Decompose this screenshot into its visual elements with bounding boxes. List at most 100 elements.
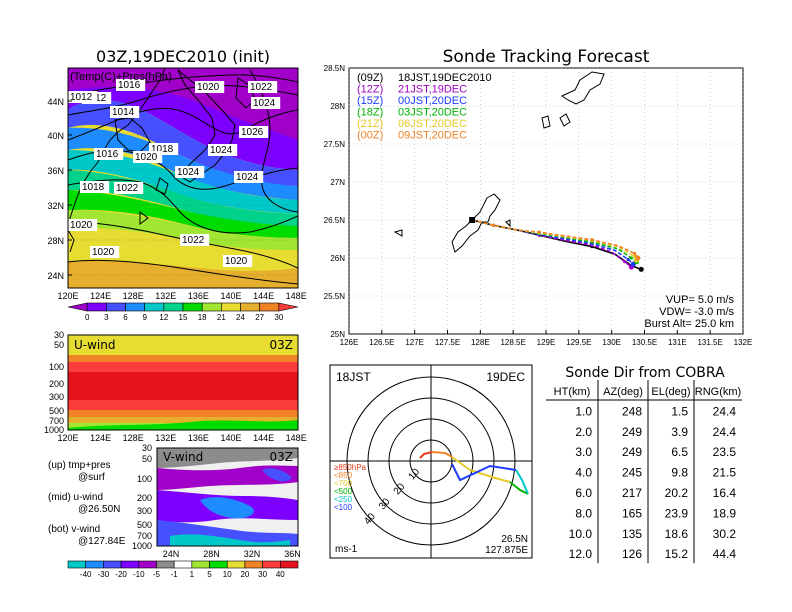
table-cell: 16.4 [713, 486, 737, 500]
uwind-x-tick: 148E [286, 433, 307, 443]
table-cell: 245 [622, 466, 642, 480]
isobar-label: 1020 [225, 256, 248, 267]
track-series-line [471, 219, 638, 263]
isobar-label-bg [223, 255, 253, 267]
track-islands [393, 71, 605, 253]
track-point [633, 251, 637, 256]
table-header: HT(km) [554, 386, 591, 398]
vwind-time: 03Z [270, 450, 294, 464]
isobar-label: 1012 [70, 92, 93, 103]
track-end-point [638, 266, 644, 272]
note-up-2: @surf [78, 472, 105, 483]
map-lat-axis: 44N 40N 36N 32N 28N 24N [47, 97, 72, 281]
note-mid-1: (mid) u-wind [48, 492, 103, 503]
hodograph-segment [509, 481, 529, 495]
track-lat-tick: 26.5N [324, 216, 346, 225]
isobar-label: 1022 [182, 235, 205, 246]
map-colorbar: 0 3 6 9 12 15 18 21 24 27 30 [67, 302, 299, 322]
vwind-colorbar-label: -10 [133, 570, 145, 579]
track-legend-time-z: (12Z) [357, 84, 383, 96]
isobar-label-bg [68, 91, 98, 103]
track-legend-time-jst: 06JST,20DEC [398, 118, 467, 130]
map-lon-axis: 120E 124E 128E 132E 136E 140E 144E 148E [57, 291, 306, 301]
uwind-y-tick: 1000 [44, 425, 64, 435]
isobar-label-bg [208, 144, 238, 156]
vwind-colorbar-label: -5 [153, 570, 161, 579]
track-legend-time-z: (09Z) [357, 72, 383, 84]
map-lon-tick: 144E [253, 291, 274, 301]
table-cell: 249 [622, 445, 642, 459]
vwind-y-tick: 50 [142, 454, 152, 464]
colorbar-cell [182, 302, 203, 312]
vwind-x-tick: 32N [244, 549, 261, 559]
colorbar-label: 24 [236, 313, 245, 322]
vwind-x-tick: 28N [203, 549, 220, 559]
isobar-label-bg [114, 182, 144, 194]
colorbar-cell [163, 302, 184, 312]
vwind-y-tick: 700 [137, 531, 152, 541]
table-cell: 1.0 [575, 404, 592, 418]
uwind-x-tick: 144E [253, 433, 274, 443]
table-cell: 23.5 [713, 445, 737, 459]
table-cell: 15.2 [665, 547, 689, 561]
vwind-colorbar-cell [173, 560, 193, 569]
vwind-y-tick: 200 [137, 493, 152, 503]
vwind-x-axis: 24N 28N 32N 36N [163, 549, 301, 559]
table-header: AZ(deg) [603, 386, 643, 398]
isobar-label: 1024 [210, 145, 233, 156]
hodograph-path [419, 451, 529, 495]
vwind-y-tick: 500 [137, 520, 152, 530]
map-lon-tick: 140E [220, 291, 241, 301]
polar-lon: 127.875E [485, 545, 528, 556]
map-inset-label: (Temp(C)+Pres(hPa) [70, 71, 172, 83]
track-lon-tick: 128E [471, 338, 490, 347]
track-lat-tick: 25N [330, 330, 345, 339]
colorbar-cell [278, 302, 299, 312]
table-cell: 3.9 [671, 425, 688, 439]
vwind-colorbar-label: 10 [223, 570, 232, 579]
table-header: EL(deg) [651, 386, 690, 398]
isobar-label-bg [251, 97, 281, 109]
colorbar-cell [240, 302, 260, 312]
polar-level-label: <500 [334, 487, 353, 496]
track-burst: Burst Alt= 25.0 km [644, 318, 734, 330]
vwind-y-tick: 100 [137, 474, 152, 484]
track-point [629, 256, 633, 260]
isobar-label-bg [175, 166, 205, 178]
uwind-x-tick: 140E [220, 433, 241, 443]
isobar-label: 1020 [197, 82, 220, 93]
track-lines [469, 217, 644, 272]
track-lon-tick: 128.5E [500, 338, 525, 347]
uwind-y-tick: 700 [49, 416, 64, 426]
hodograph-segment [451, 456, 511, 483]
table-cell: 3.0 [575, 445, 592, 459]
track-series-line [471, 219, 634, 265]
track-lat-axis: 28.5N 28N 27.5N 27N 26.5N 26N 25.5N 25N [324, 64, 346, 339]
vwind-x-tick: 24N [163, 549, 180, 559]
track-lon-tick: 127.5E [435, 338, 460, 347]
colorbar-label: 21 [217, 313, 226, 322]
vwind-colorbar-cell [156, 560, 175, 569]
vwind-colorbar-cell [280, 560, 299, 569]
track-vdw: VDW= -3.0 m/s [659, 306, 734, 318]
track-point [537, 230, 542, 234]
table-cell: 23.9 [665, 506, 689, 520]
hodograph-segment [451, 463, 517, 482]
map-lon-tick: 136E [188, 291, 209, 301]
table-cell: 30.2 [713, 527, 737, 541]
vwind-colorbar-label: 5 [207, 570, 212, 579]
track-lat-tick: 26N [330, 254, 345, 263]
colorbar-label: 18 [198, 313, 207, 322]
vwind-colorbar-cell [120, 560, 140, 569]
table-cell: 217 [622, 486, 642, 500]
track-lon-tick: 126E [340, 338, 359, 347]
uwind-time: 03Z [270, 338, 294, 352]
table-header: RNG(km) [695, 386, 741, 398]
table-cell: 8.0 [575, 506, 592, 520]
hodograph-segment [419, 451, 433, 459]
track-lon-tick: 126.5E [369, 338, 394, 347]
launch-site-marker [469, 217, 476, 223]
track-legend-time-z: (18Z) [357, 107, 383, 119]
